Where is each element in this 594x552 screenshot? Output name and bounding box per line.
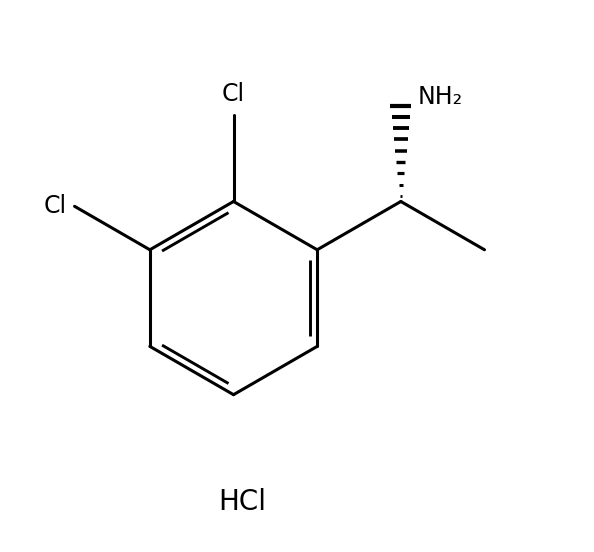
Text: HCl: HCl bbox=[218, 489, 266, 516]
Text: Cl: Cl bbox=[222, 82, 245, 106]
Text: NH₂: NH₂ bbox=[418, 86, 463, 109]
Text: Cl: Cl bbox=[43, 194, 67, 218]
